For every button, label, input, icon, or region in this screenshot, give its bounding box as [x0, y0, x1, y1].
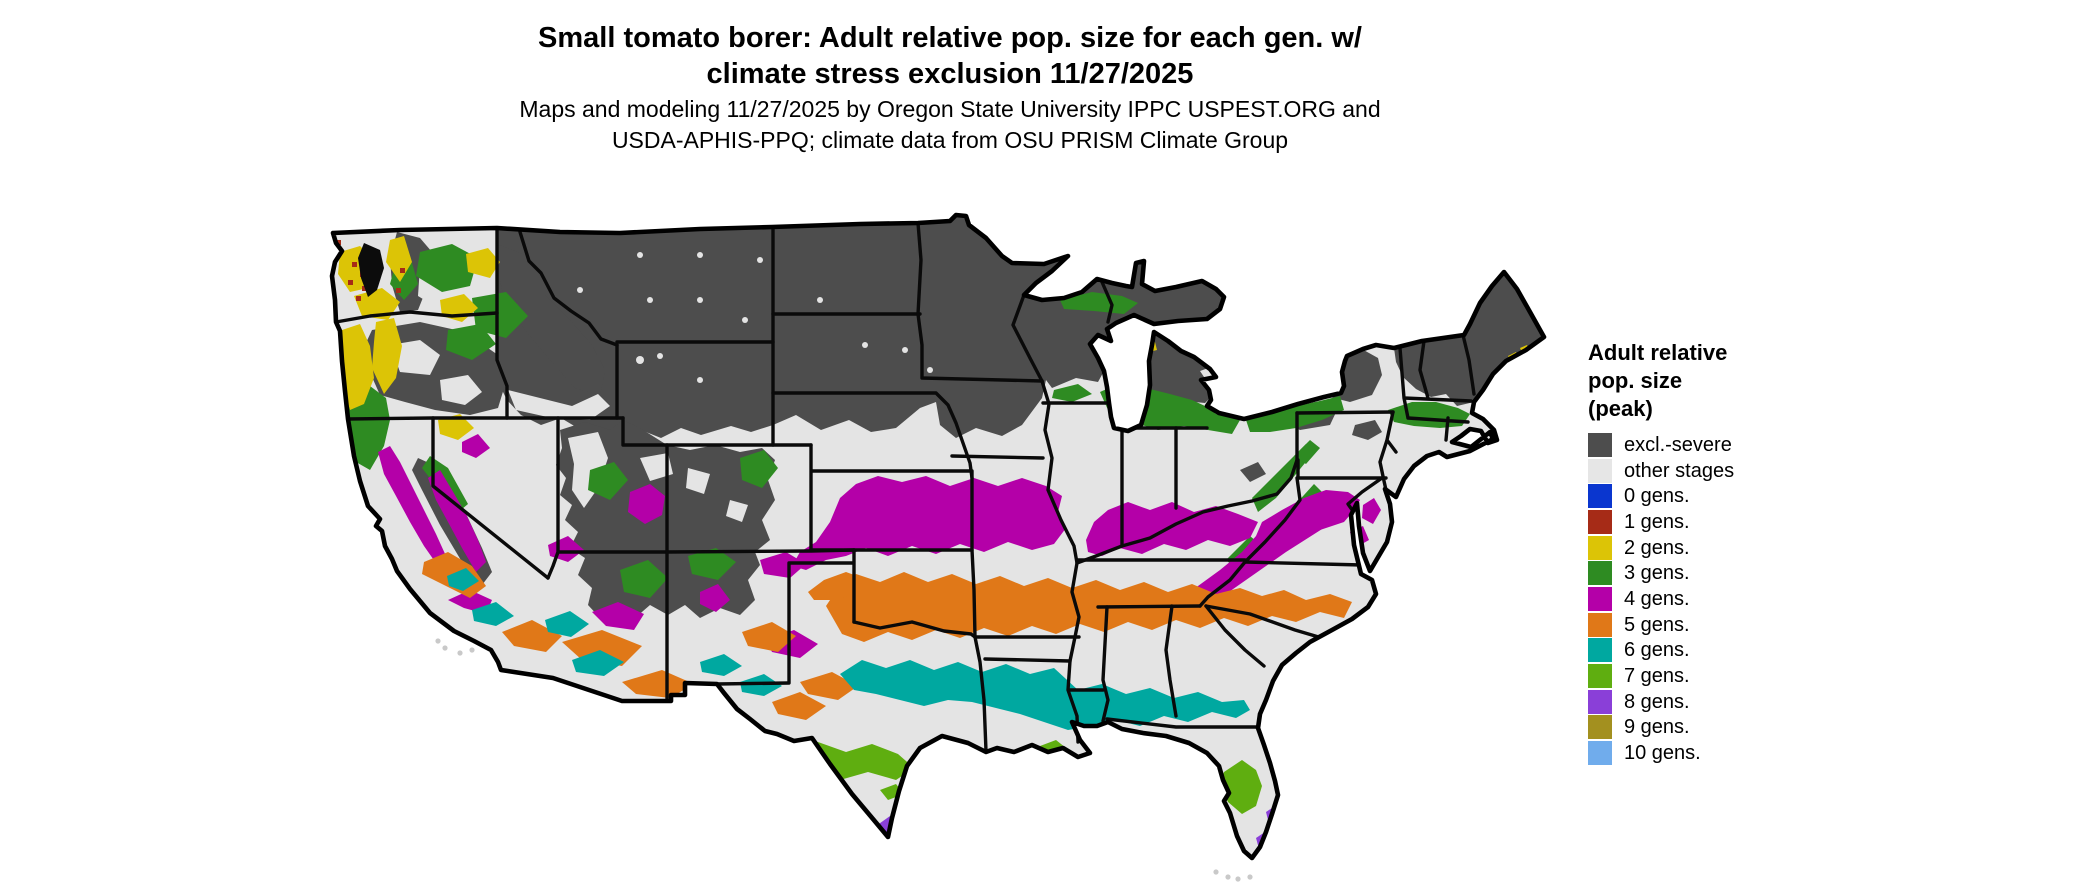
- legend-label: 2 gens.: [1624, 536, 1690, 559]
- legend-item: other stages: [1588, 458, 1898, 484]
- legend-label: 1 gens.: [1624, 510, 1690, 533]
- legend-item: 3 gens.: [1588, 560, 1898, 586]
- legend-swatch: [1588, 715, 1612, 740]
- legend-item: 4 gens.: [1588, 586, 1898, 612]
- legend-item: 8 gens.: [1588, 689, 1898, 715]
- legend-swatch: [1588, 535, 1612, 560]
- legend-label: 5 gens.: [1624, 613, 1690, 636]
- legend-item: 0 gens.: [1588, 483, 1898, 509]
- legend-label: 0 gens.: [1624, 485, 1690, 508]
- state-borders: [334, 221, 1476, 753]
- legend-item: 2 gens.: [1588, 535, 1898, 561]
- legend-title-line-1: Adult relative: [1588, 340, 1728, 365]
- legend-items: excl.-severe other stages 0 gens. 1 gens…: [1588, 432, 1898, 766]
- legend-title-line-2: pop. size: [1588, 368, 1683, 393]
- legend-swatch: [1588, 741, 1612, 766]
- legend-swatch: [1588, 612, 1612, 637]
- legend-label: 4 gens.: [1624, 587, 1690, 610]
- legend-label: excl.-severe: [1624, 433, 1732, 456]
- legend-swatch: [1588, 664, 1612, 689]
- map-layer-6-gens: [447, 568, 1250, 730]
- puget-sound-water: [358, 243, 384, 297]
- legend-label: 7 gens.: [1624, 665, 1690, 688]
- legend-label: 9 gens.: [1624, 716, 1690, 739]
- map-title: Small tomato borer: Adult relative pop. …: [240, 20, 1660, 92]
- legend-label: 6 gens.: [1624, 639, 1690, 662]
- islands: [435, 638, 1253, 882]
- legend-swatch: [1588, 689, 1612, 714]
- legend-item: 10 gens.: [1588, 740, 1898, 766]
- map-layer-8-gens: [876, 806, 1279, 856]
- subtitle-line-1: Maps and modeling 11/27/2025 by Oregon S…: [519, 96, 1381, 122]
- legend-swatch: [1588, 509, 1612, 534]
- legend-item: 1 gens.: [1588, 509, 1898, 535]
- legend-label: 10 gens.: [1624, 742, 1701, 765]
- legend-item: 6 gens.: [1588, 638, 1898, 664]
- legend-swatch: [1588, 458, 1612, 483]
- legend-swatch: [1588, 484, 1612, 509]
- title-line-1: Small tomato borer: Adult relative pop. …: [538, 22, 1362, 54]
- legend-label: 8 gens.: [1624, 690, 1690, 713]
- legend-swatch: [1588, 432, 1612, 457]
- legend-swatch: [1588, 638, 1612, 663]
- map-subtitle: Maps and modeling 11/27/2025 by Oregon S…: [240, 94, 1660, 156]
- legend-label: other stages: [1624, 459, 1735, 482]
- legend-title: Adult relative pop. size (peak): [1588, 339, 1898, 423]
- title-line-2: climate stress exclusion 11/27/2025: [706, 58, 1194, 90]
- legend-item: 7 gens.: [1588, 663, 1898, 689]
- legend: Adult relative pop. size (peak) excl.-se…: [1588, 339, 1898, 766]
- subtitle-line-2: USDA-APHIS-PPQ; climate data from OSU PR…: [611, 127, 1289, 153]
- legend-label: 3 gens.: [1624, 562, 1690, 585]
- legend-item: excl.-severe: [1588, 432, 1898, 458]
- legend-item: 5 gens.: [1588, 612, 1898, 638]
- legend-title-line-3: (peak): [1588, 396, 1653, 421]
- mackinac-straits: [1125, 323, 1155, 338]
- legend-item: 9 gens.: [1588, 715, 1898, 741]
- legend-swatch: [1588, 586, 1612, 611]
- legend-swatch: [1588, 561, 1612, 586]
